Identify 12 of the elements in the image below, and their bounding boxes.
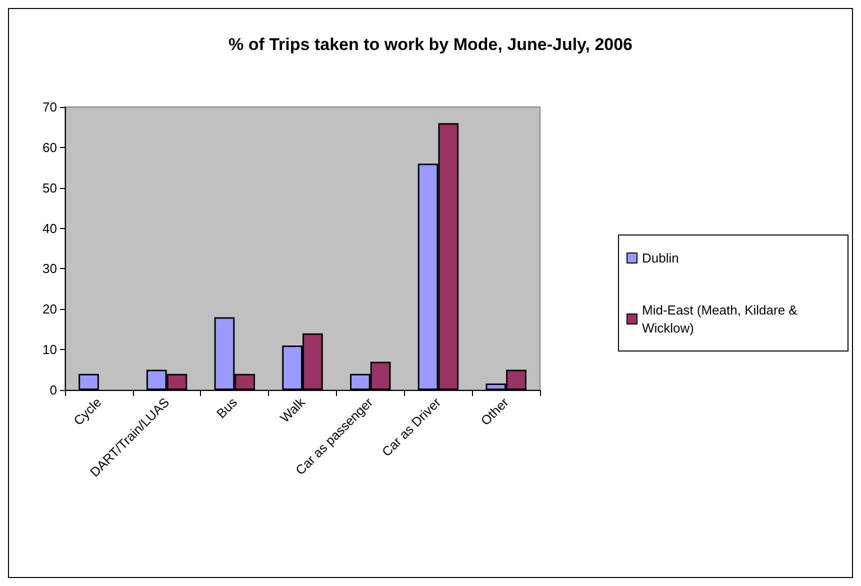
y-tick-label: 60 [42, 140, 57, 155]
y-tick-label: 10 [42, 342, 57, 358]
x-tick-label: Bus [214, 394, 240, 422]
y-tick-label: 70 [42, 100, 57, 114]
y-tick-label: 40 [42, 220, 57, 236]
chart-title: % of Trips taken to work by Mode, June-July, 2006 [228, 35, 633, 54]
legend-label: Mid-East (Meath, Kildare & Wicklow) [642, 302, 801, 336]
y-tick-label: 30 [42, 261, 57, 276]
y-tick-label: 0 [50, 382, 57, 398]
legend-label: Dublin [642, 250, 679, 266]
y-tick-label: 50 [42, 180, 57, 196]
y-tick-label: 20 [42, 302, 57, 317]
